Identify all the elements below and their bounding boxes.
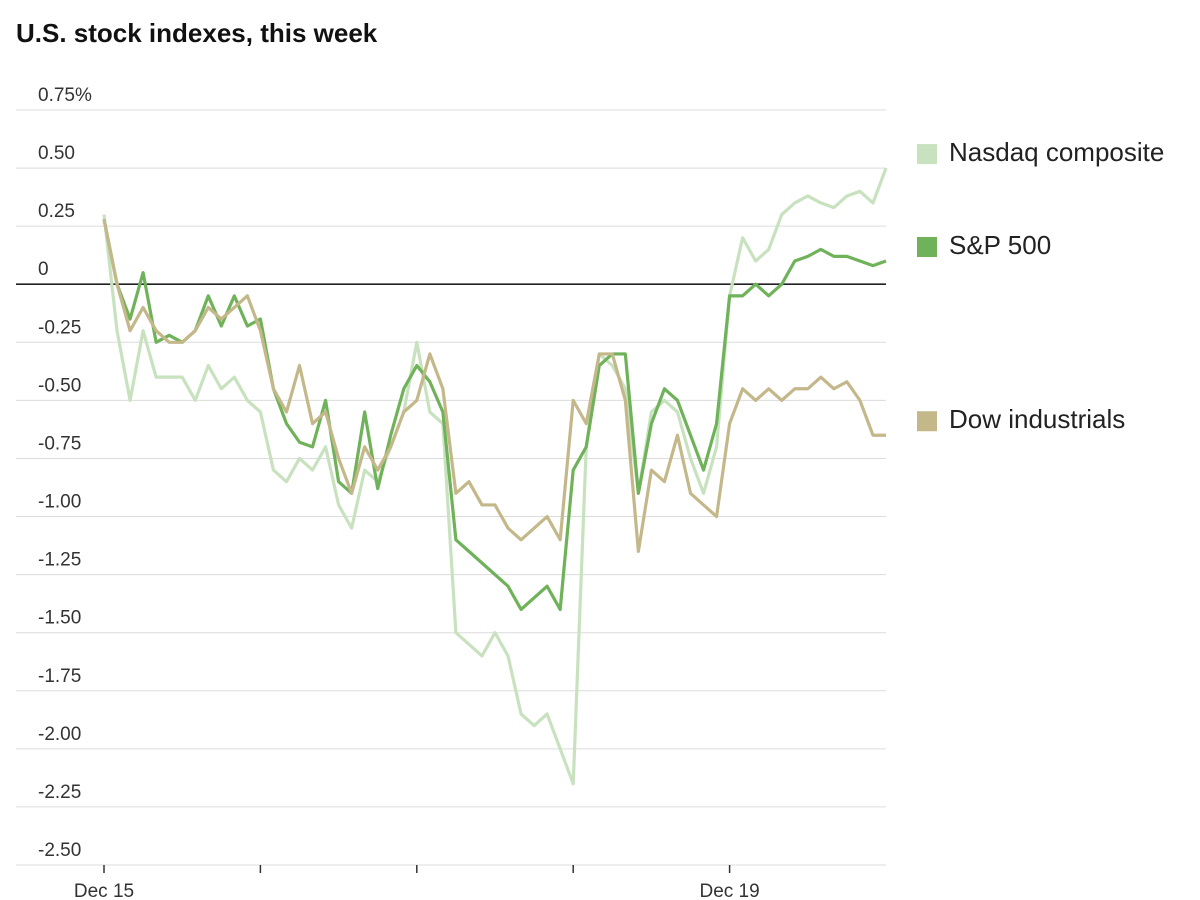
y-tick-label: -2.50 — [38, 840, 81, 861]
legend-swatch — [917, 144, 937, 165]
y-tick-label: -0.75 — [38, 433, 81, 454]
y-tick-label: -1.25 — [38, 550, 81, 571]
x-tick-label: Dec 15 — [74, 881, 134, 900]
series-line — [102, 167, 888, 786]
legend-label: S&P 500 — [949, 230, 1051, 260]
y-tick-label: 0 — [38, 259, 49, 280]
y-tick-label: 0.50 — [38, 143, 75, 164]
chart-title: U.S. stock indexes, this week — [16, 18, 378, 48]
y-tick-label: 0.25 — [38, 201, 75, 222]
x-tick-label: Dec 19 — [699, 881, 759, 900]
legend-swatch — [917, 237, 937, 257]
legend-swatch — [917, 411, 937, 432]
y-tick-label: -1.75 — [38, 666, 81, 687]
y-tick-label: -2.00 — [38, 724, 81, 745]
series-line — [102, 218, 886, 553]
y-tick-label: -0.25 — [38, 317, 81, 338]
y-tick-label: 0.75% — [38, 85, 92, 106]
legend-label: Dow industrials — [949, 404, 1125, 434]
y-tick-label: -1.00 — [38, 492, 81, 513]
series-line — [102, 218, 887, 612]
legend-label: Nasdaq composite — [949, 137, 1164, 167]
y-tick-label: -2.25 — [38, 782, 81, 803]
y-tick-label: -1.50 — [38, 608, 81, 629]
y-tick-label: -0.50 — [38, 375, 81, 396]
